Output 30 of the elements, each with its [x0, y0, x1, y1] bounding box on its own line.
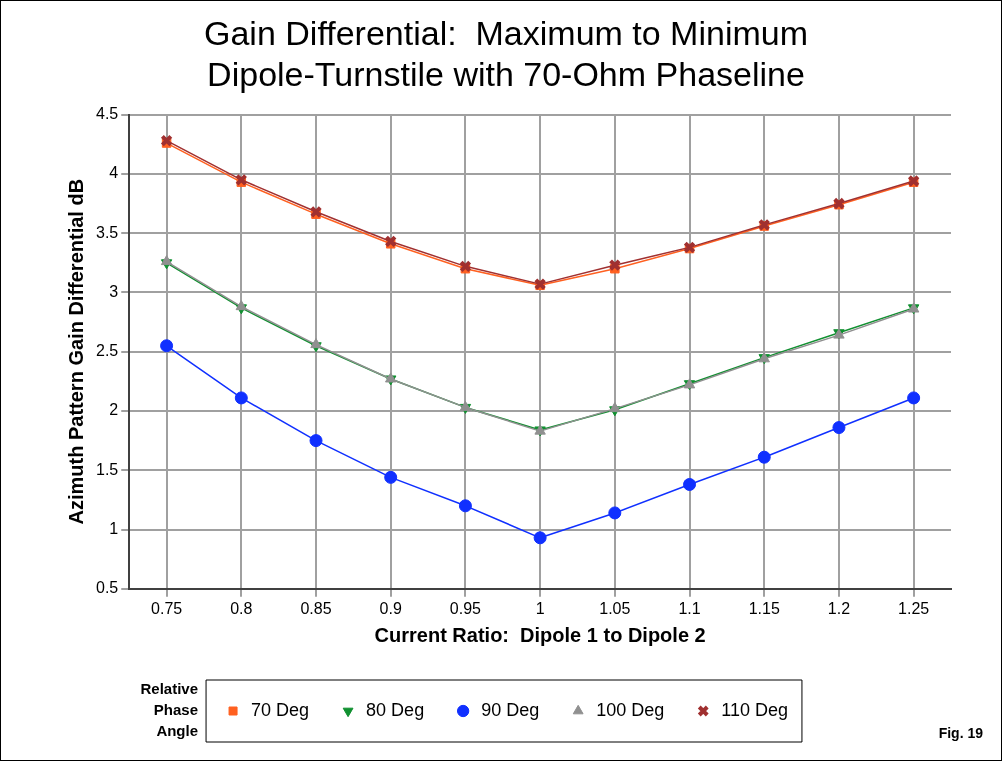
y-tick-label: 4.5 [95, 105, 119, 123]
x-tick-label: 1.05 [599, 599, 631, 617]
x-tick-label: 0.8 [230, 599, 253, 617]
legend-label: 90 Deg [481, 699, 540, 720]
y-tick-label: 0.5 [95, 579, 119, 597]
legend-label: 110 Deg [721, 699, 788, 720]
y-tick-label: 1.5 [95, 460, 119, 478]
y-tick-label: 1 [109, 519, 119, 537]
x-tick-label: 1.1 [678, 599, 701, 617]
y-tick-label: 2 [109, 401, 119, 419]
x-tick-label: 0.9 [379, 599, 402, 617]
y-tick-label: 2.5 [95, 342, 119, 360]
legend-title: Relative Phase Angle [140, 680, 199, 740]
x-tick-label: 1.2 [827, 599, 851, 617]
x-tick-label: 1.15 [748, 599, 780, 617]
legend-label: 70 Deg [251, 699, 310, 720]
x-tick-label: 0.75 [151, 599, 183, 617]
y-tick-label: 3.5 [95, 223, 119, 241]
x-tick-label: 1.25 [898, 599, 930, 617]
legend-label: 100 Deg [596, 699, 665, 720]
legend-label: 80 Deg [366, 699, 425, 720]
x-tick-label: 0.85 [300, 599, 332, 617]
x-axis-title: Current Ratio: Dipole 1 to Dipole 2 [374, 623, 706, 646]
chart-title: Gain Differential: Maximum to Minimum Dipole-Turnstile with 70-Ohm Phaseline [204, 13, 808, 93]
y-tick-label: 4 [109, 164, 119, 182]
x-tick-label: 0.95 [449, 599, 482, 617]
x-tick-label: 1 [535, 599, 545, 617]
y-tick-label: 3 [109, 282, 119, 300]
caption: Fig. 19 [938, 725, 984, 741]
y-axis-title: Azimuth Pattern Gain Differential dB [64, 178, 87, 525]
